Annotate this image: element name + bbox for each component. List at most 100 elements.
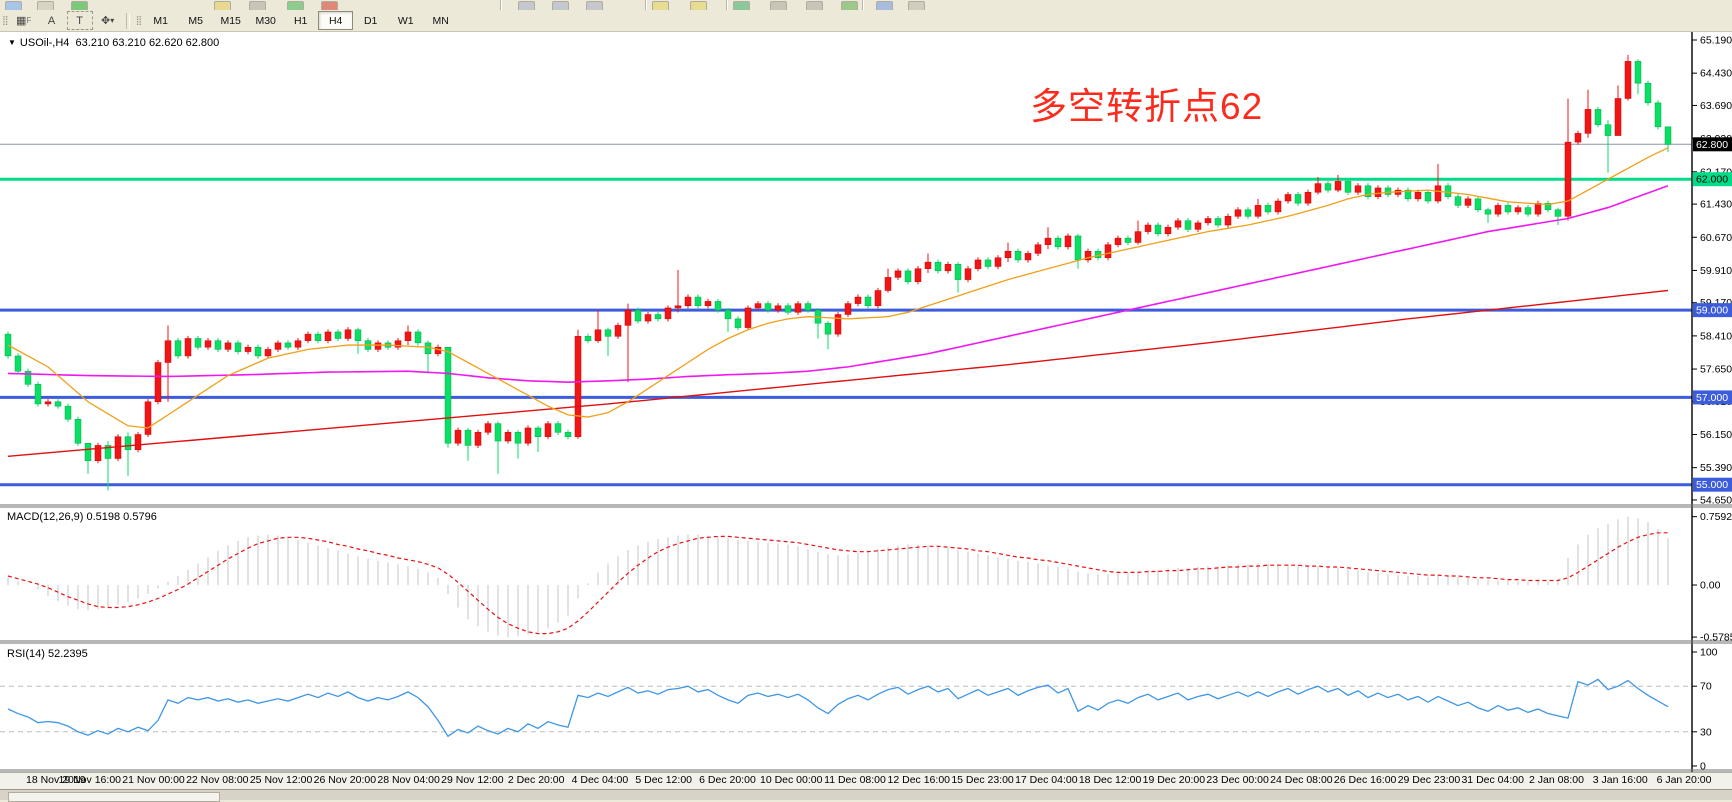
- cursor-icon[interactable]: [214, 1, 231, 10]
- svg-text:62.000: 62.000: [1696, 174, 1728, 186]
- svg-text:100: 100: [1700, 647, 1718, 659]
- ma-layer: [7, 147, 1669, 458]
- svg-text:63.690: 63.690: [1700, 100, 1732, 112]
- svg-text:24 Dec 08:00: 24 Dec 08:00: [1270, 774, 1333, 786]
- price-badge-62.800: 62.800: [1693, 137, 1732, 152]
- chevron-down-icon[interactable]: ▼: [8, 38, 16, 47]
- toolbar-separator: [645, 0, 647, 10]
- draw-objects-icon[interactable]: ✥ ▾: [100, 15, 115, 27]
- crosshair-icon[interactable]: [249, 1, 266, 10]
- svg-text:26 Dec 16:00: 26 Dec 16:00: [1334, 774, 1397, 786]
- svg-text:62.800: 62.800: [1696, 139, 1728, 151]
- dropdown-caret-icon[interactable]: ▾: [110, 16, 115, 25]
- svg-text:2 Jan 08:00: 2 Jan 08:00: [1529, 774, 1584, 786]
- price-badge-59.000: 59.000: [1693, 303, 1732, 318]
- svg-text:29 Nov 12:00: 29 Nov 12:00: [441, 774, 504, 786]
- rsi-axis-labels: 100 70 30 0: [1692, 647, 1718, 773]
- docs-icon[interactable]: [908, 1, 925, 10]
- macd-panel[interactable]: [7, 516, 1669, 638]
- toolbar-separator: [862, 0, 864, 10]
- svg-text:19 Dec 20:00: 19 Dec 20:00: [1143, 774, 1206, 786]
- macd-indicator-label: MACD(12,26,9) 0.5198 0.5796: [7, 511, 157, 523]
- svg-text:23 Dec 00:00: 23 Dec 00:00: [1206, 774, 1269, 786]
- timeframe-button-m30[interactable]: M30: [255, 14, 276, 27]
- timeframe-button-m5[interactable]: M5: [188, 14, 203, 27]
- timeframe-button-m1[interactable]: M1: [153, 14, 168, 27]
- templates-icon[interactable]: [841, 1, 858, 10]
- text-label-icon[interactable]: A: [47, 14, 56, 27]
- svg-text:5 Dec 12:00: 5 Dec 12:00: [635, 774, 692, 786]
- tile-windows-icon[interactable]: [518, 1, 535, 10]
- svg-text:11 Dec 08:00: 11 Dec 08:00: [824, 774, 886, 786]
- timeframe-button-w1[interactable]: W1: [397, 14, 414, 27]
- svg-text:6 Dec 20:00: 6 Dec 20:00: [699, 774, 756, 786]
- toolbar-separator: [125, 12, 130, 29]
- toolbar-drag-handle[interactable]: ⣿: [2, 15, 9, 25]
- svg-text:55.000: 55.000: [1696, 479, 1728, 491]
- svg-text:56.150: 56.150: [1700, 429, 1732, 441]
- svg-text:18 Dec 12:00: 18 Dec 12:00: [1079, 774, 1142, 786]
- auto-scroll-icon[interactable]: [770, 1, 787, 10]
- svg-text:59.000: 59.000: [1696, 305, 1728, 317]
- sell-marker-icon[interactable]: [321, 1, 338, 10]
- svg-text:31 Dec 04:00: 31 Dec 04:00: [1461, 774, 1524, 786]
- timeframe-button-h4[interactable]: H4: [318, 11, 354, 30]
- search-icon[interactable]: [37, 1, 54, 10]
- timeframe-button-h1[interactable]: H1: [293, 14, 308, 27]
- svg-text:0.7592: 0.7592: [1700, 511, 1732, 523]
- new-order-icon[interactable]: [5, 1, 22, 10]
- profiles-icon[interactable]: [876, 1, 893, 10]
- svg-text:58.410: 58.410: [1700, 330, 1732, 342]
- svg-text:25 Nov 12:00: 25 Nov 12:00: [250, 774, 313, 786]
- ma-slow-red-line: [7, 289, 1669, 458]
- svg-text:2 Dec 20:00: 2 Dec 20:00: [508, 774, 565, 786]
- buy-marker-icon[interactable]: [287, 1, 304, 10]
- svg-text:21 Nov 00:00: 21 Nov 00:00: [122, 774, 185, 786]
- svg-text:55.390: 55.390: [1700, 462, 1732, 474]
- zoom-out-icon[interactable]: [690, 1, 707, 10]
- chart-tab[interactable]: [8, 792, 220, 802]
- timeframe-button-mn[interactable]: MN: [432, 14, 449, 27]
- timeframe-button-m15[interactable]: M15: [220, 14, 241, 27]
- chart-window[interactable]: [0, 31, 1732, 789]
- timeframe-button-d1[interactable]: D1: [363, 14, 378, 27]
- main-toolbar: ⣿ ▦ F A T ✥ ▾ ⣿ M1 M5 M15 M30 H1 H4 D1 W1 MN: [0, 10, 1732, 32]
- svg-text:3 Jan 16:00: 3 Jan 16:00: [1593, 774, 1648, 786]
- bottom-tab-bar-clipped: [0, 789, 1732, 802]
- toolbar-separator: [726, 0, 728, 10]
- svg-text:57.000: 57.000: [1696, 392, 1728, 404]
- svg-text:28 Nov 04:00: 28 Nov 04:00: [377, 774, 440, 786]
- svg-text:0.00: 0.00: [1700, 580, 1721, 592]
- arrange-windows-icon[interactable]: [586, 1, 603, 10]
- chart-title: ▼ USOil-,H4 63.210 63.210 62.620 62.800: [8, 37, 220, 49]
- svg-text:4 Dec 04:00: 4 Dec 04:00: [572, 774, 629, 786]
- candles-layer[interactable]: [4, 54, 1672, 491]
- ma-mid-magenta-line: [7, 185, 1669, 383]
- macd-signal-line: [7, 532, 1668, 635]
- svg-text:0: 0: [1700, 761, 1706, 773]
- cascade-windows-icon[interactable]: [552, 1, 569, 10]
- chart-shift-icon[interactable]: [806, 1, 823, 10]
- zoom-in-icon[interactable]: [652, 1, 669, 10]
- svg-text:30: 30: [1700, 726, 1712, 738]
- svg-text:15 Dec 23:00: 15 Dec 23:00: [951, 774, 1014, 786]
- text-box-icon[interactable]: T: [66, 11, 93, 30]
- svg-text:29 Dec 23:00: 29 Dec 23:00: [1398, 774, 1461, 786]
- svg-text:59.910: 59.910: [1700, 265, 1732, 277]
- rsi-panel[interactable]: [0, 678, 1692, 738]
- chart-annotation-text[interactable]: 多空转折点62: [1030, 86, 1264, 127]
- svg-text:26 Nov 20:00: 26 Nov 20:00: [314, 774, 377, 786]
- svg-text:60.670: 60.670: [1700, 232, 1732, 244]
- svg-text:54.650: 54.650: [1700, 494, 1732, 506]
- chart-window-icon[interactable]: ▦ F: [15, 15, 32, 27]
- add-chart-icon[interactable]: [71, 1, 88, 10]
- macd-axis-labels: 0.7592 0.00 -0.5785: [1692, 511, 1732, 644]
- price-badge-57.000: 57.000: [1693, 390, 1732, 405]
- price-axis-labels: 65.19064.43063.69062.93062.17061.43060.6…: [1692, 35, 1732, 506]
- svg-text:65.190: 65.190: [1700, 35, 1732, 47]
- rsi-line: [7, 678, 1669, 738]
- toolbar-drag-handle[interactable]: ⣿: [135, 15, 143, 25]
- indicators-icon[interactable]: [733, 1, 750, 10]
